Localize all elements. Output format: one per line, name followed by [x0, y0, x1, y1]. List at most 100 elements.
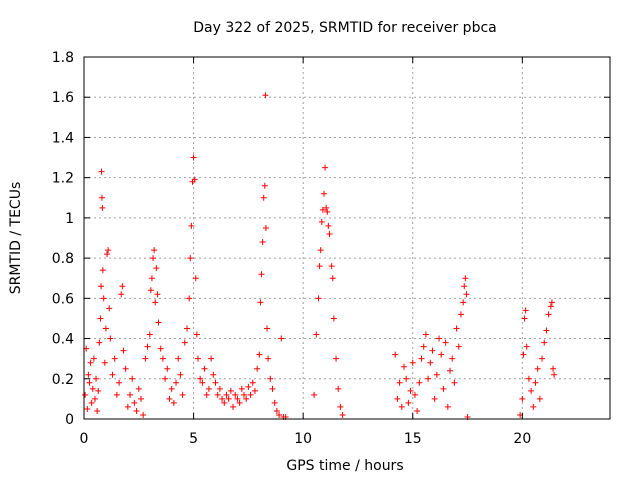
data-point	[164, 365, 171, 372]
data-point	[438, 351, 445, 358]
data-point	[127, 391, 134, 398]
data-point	[521, 315, 528, 322]
data-point	[168, 385, 175, 392]
data-point	[447, 367, 454, 374]
x-tick-label: 10	[294, 431, 312, 447]
data-point	[104, 251, 111, 258]
chart-title: Day 322 of 2025, SRMTID for receiver pbc…	[193, 20, 496, 36]
data-point	[337, 403, 344, 410]
data-point	[181, 339, 188, 346]
data-point	[425, 375, 432, 382]
data-point	[258, 271, 265, 278]
data-point	[329, 275, 336, 282]
data-point	[330, 315, 337, 322]
data-point	[547, 303, 554, 310]
data-point	[99, 204, 106, 211]
data-point	[249, 379, 256, 386]
data-point	[323, 204, 330, 211]
data-point	[99, 267, 106, 274]
data-point	[409, 359, 416, 366]
data-point	[236, 399, 243, 406]
data-point	[519, 395, 526, 402]
data-point	[188, 222, 195, 229]
data-point	[232, 391, 239, 398]
data-point	[433, 371, 440, 378]
data-point	[119, 283, 126, 290]
y-tick-label: 1.4	[52, 130, 74, 146]
data-point	[173, 379, 180, 386]
data-point	[187, 255, 194, 262]
data-point	[137, 395, 144, 402]
data-point	[431, 395, 438, 402]
y-tick-label: 0.2	[52, 372, 74, 388]
data-point	[320, 190, 327, 197]
data-point	[197, 375, 204, 382]
data-point	[262, 224, 269, 231]
data-points	[82, 92, 558, 420]
data-point	[457, 311, 464, 318]
data-point	[194, 355, 201, 362]
data-point	[131, 399, 138, 406]
data-point	[550, 365, 557, 372]
data-point	[463, 291, 470, 298]
data-point	[420, 343, 427, 350]
data-point	[133, 407, 140, 414]
data-point	[186, 295, 193, 302]
data-point	[210, 371, 217, 378]
data-point	[155, 319, 162, 326]
data-point	[278, 335, 285, 342]
data-point	[120, 347, 127, 354]
data-point	[240, 391, 247, 398]
data-point	[247, 391, 254, 398]
data-point	[324, 208, 331, 215]
data-point	[98, 168, 105, 175]
data-point	[273, 407, 280, 414]
data-point	[192, 275, 199, 282]
data-point	[221, 399, 228, 406]
data-point	[113, 391, 120, 398]
data-point	[520, 351, 527, 358]
data-point	[152, 299, 159, 306]
data-point	[234, 395, 241, 402]
data-point	[317, 247, 324, 254]
data-point	[418, 355, 425, 362]
data-point	[394, 395, 401, 402]
data-point	[539, 355, 546, 362]
data-point	[140, 411, 147, 418]
data-point	[86, 379, 93, 386]
data-point	[166, 395, 173, 402]
data-point	[82, 391, 89, 398]
data-point	[311, 391, 318, 398]
data-point	[251, 387, 258, 394]
data-point	[440, 385, 447, 392]
data-point	[225, 395, 232, 402]
data-point	[530, 403, 537, 410]
data-point	[184, 325, 191, 332]
data-point	[427, 359, 434, 366]
data-point	[90, 355, 97, 362]
data-point	[444, 403, 451, 410]
data-point	[227, 387, 234, 394]
data-point	[551, 371, 558, 378]
data-point	[106, 305, 113, 312]
data-point	[400, 363, 407, 370]
data-point	[111, 355, 118, 362]
data-point	[109, 371, 116, 378]
data-point	[129, 375, 136, 382]
data-point	[151, 247, 158, 254]
data-point	[216, 385, 223, 392]
data-point	[455, 343, 462, 350]
y-tick-label: 1	[65, 211, 74, 227]
data-point	[135, 385, 142, 392]
x-axis-label: GPS time / hours	[286, 458, 403, 474]
data-point	[407, 387, 414, 394]
data-point	[536, 395, 543, 402]
data-point	[89, 385, 96, 392]
data-point	[442, 339, 449, 346]
data-point	[392, 351, 399, 358]
data-point	[105, 247, 112, 254]
data-point	[259, 239, 266, 246]
data-point	[101, 359, 108, 366]
data-point	[462, 275, 469, 282]
y-tick-label: 0.6	[52, 291, 74, 307]
